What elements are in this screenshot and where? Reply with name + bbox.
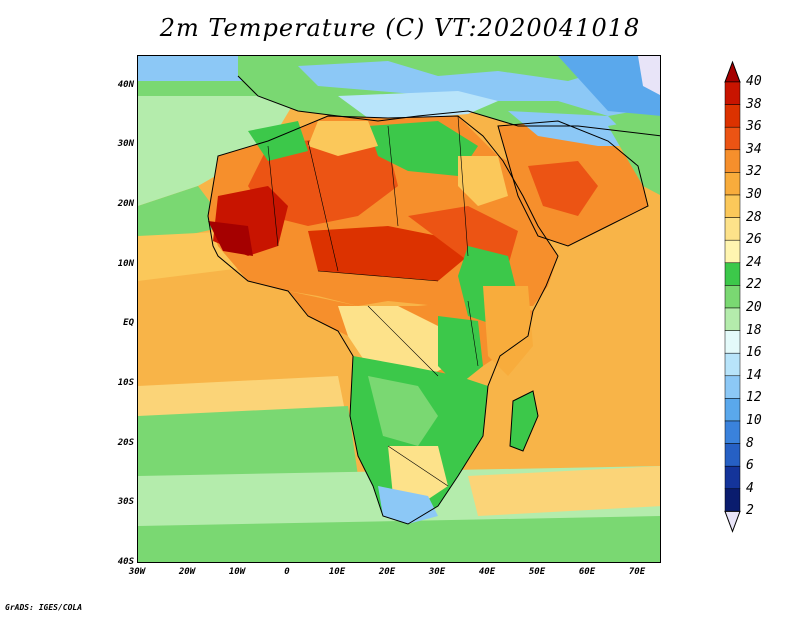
europe-coastline bbox=[237, 75, 660, 137]
south-atlantic-green bbox=[138, 406, 358, 486]
colorbar-bin bbox=[724, 488, 741, 512]
lon-label-70e: 70E bbox=[628, 567, 646, 577]
temperature-map bbox=[138, 56, 660, 562]
map-title: 2m Temperature (C) VT:2020041018 bbox=[159, 14, 641, 42]
colorbar-bin bbox=[724, 262, 741, 286]
colorbar-label: 40 bbox=[746, 74, 762, 89]
southern-ocean-band bbox=[138, 516, 660, 562]
canary-current-cool bbox=[138, 96, 298, 206]
lat-label-eq: EQ bbox=[123, 318, 134, 328]
colorbar-bin bbox=[724, 285, 741, 309]
caucasus-coldest bbox=[638, 56, 660, 95]
lon-label-20w: 20W bbox=[178, 567, 196, 577]
libya-green bbox=[368, 121, 478, 176]
egypt-mild bbox=[458, 156, 508, 206]
colorbar-bin bbox=[724, 104, 741, 128]
colorbar-bin bbox=[724, 239, 741, 264]
angola-zambia-green bbox=[368, 376, 438, 446]
lat-label-20s: 20S bbox=[117, 438, 134, 448]
colorbar-bin bbox=[724, 398, 741, 422]
colorbar-bin bbox=[724, 443, 741, 467]
lon-label-40e: 40E bbox=[478, 567, 496, 577]
arabia-hot bbox=[528, 161, 598, 216]
colorbar-label: 38 bbox=[746, 96, 762, 112]
colorbar-label: 32 bbox=[746, 164, 762, 180]
lat-label-40s: 40S bbox=[117, 557, 134, 567]
mediterranean-sea bbox=[338, 91, 498, 118]
colorbar-bin bbox=[724, 217, 741, 241]
colorbar-label: 14 bbox=[746, 367, 762, 383]
colorbar-bin bbox=[724, 307, 741, 331]
colorbar-bin bbox=[724, 172, 741, 196]
colorbar-label: 10 bbox=[746, 413, 762, 428]
senegal-hottest bbox=[208, 221, 253, 256]
colorbar-bin bbox=[724, 465, 741, 490]
map-frame bbox=[137, 55, 661, 563]
somalia-kenya-warm bbox=[483, 286, 533, 376]
colorbar-bin bbox=[724, 330, 741, 354]
sudan-hot bbox=[408, 206, 518, 266]
lat-label-10s: 10S bbox=[117, 378, 134, 388]
levant-iran-cool bbox=[508, 111, 638, 146]
colorbar-label: 24 bbox=[746, 254, 762, 270]
lat-label-30n: 30N bbox=[117, 139, 134, 149]
colorbar-top-arrow bbox=[724, 60, 741, 83]
lon-label-20e: 20E bbox=[378, 567, 396, 577]
colorbar-bin bbox=[724, 194, 741, 218]
colorbar-label: 4 bbox=[746, 480, 754, 496]
colorbar-bin bbox=[724, 149, 741, 173]
iran-green bbox=[608, 116, 660, 195]
lon-label-50e: 50E bbox=[528, 567, 546, 577]
colorbar-label: 8 bbox=[746, 435, 754, 451]
canary-current-warm bbox=[138, 186, 228, 246]
madagascar-coastline bbox=[509, 390, 539, 452]
lon-label-30w: 30W bbox=[128, 567, 146, 577]
lon-label-0: 0 bbox=[284, 567, 290, 577]
sahel-hot bbox=[308, 226, 468, 281]
colorbar-label: 18 bbox=[746, 322, 762, 338]
colorbar-bin bbox=[724, 352, 741, 377]
algeria-north-mild bbox=[308, 121, 378, 156]
congo-mild bbox=[338, 306, 448, 386]
colorbar-bin bbox=[724, 375, 741, 399]
colorbar-label: 36 bbox=[746, 119, 762, 135]
europe-cool bbox=[298, 56, 660, 116]
lat-label-20n: 20N bbox=[117, 199, 134, 209]
country-borders bbox=[267, 115, 479, 487]
colorbar-label: 28 bbox=[746, 209, 762, 225]
great-lakes-green bbox=[438, 316, 483, 386]
lat-label-10n: 10N bbox=[117, 259, 134, 269]
colorbar-label: 6 bbox=[746, 458, 754, 474]
grads-credit: GrADS: IGES/COLA bbox=[5, 603, 83, 612]
colorbar-bottom-arrow bbox=[724, 510, 741, 533]
colorbar-label: 26 bbox=[746, 232, 762, 248]
colorbar-bin bbox=[724, 81, 741, 105]
africa-coastline bbox=[207, 115, 559, 525]
colorbar-label: 34 bbox=[746, 141, 762, 157]
colorbar-label: 30 bbox=[746, 187, 762, 202]
colorbar-bin bbox=[724, 126, 741, 151]
colorbar-label: 20 bbox=[746, 300, 762, 315]
lat-label-40n: 40N bbox=[117, 80, 134, 90]
lon-label-30e: 30E bbox=[428, 567, 446, 577]
lon-label-10w: 10W bbox=[228, 567, 246, 577]
colorbar-label: 12 bbox=[746, 390, 762, 406]
madagascar bbox=[510, 391, 538, 451]
colorbar-label: 22 bbox=[746, 277, 762, 293]
lon-label-60e: 60E bbox=[578, 567, 596, 577]
colorbar-label: 16 bbox=[746, 345, 762, 361]
lat-label-30s: 30S bbox=[117, 497, 134, 507]
turkey-iran-cold bbox=[558, 56, 660, 116]
lon-label-10e: 10E bbox=[328, 567, 346, 577]
colorbar-label: 2 bbox=[746, 503, 754, 519]
colorbar-bin bbox=[724, 420, 741, 444]
arabia-coastline bbox=[497, 120, 649, 247]
south-indian-mid bbox=[468, 466, 660, 516]
